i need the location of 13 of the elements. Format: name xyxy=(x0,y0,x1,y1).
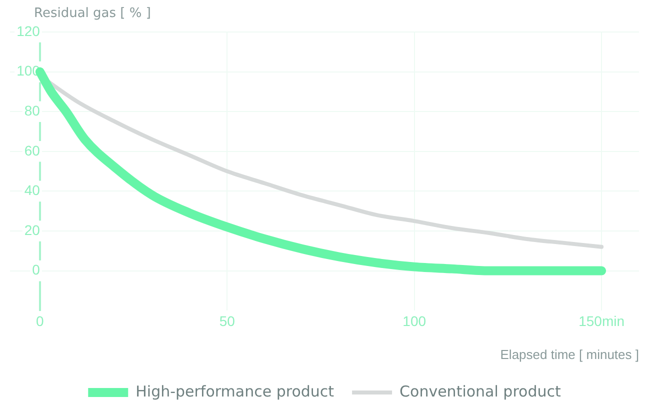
y-tick-label: 120 xyxy=(16,22,40,39)
x-tick-label: 100 xyxy=(402,312,426,329)
y-tick-label: 20 xyxy=(24,222,40,238)
x-tick-label: 50 xyxy=(219,312,236,329)
y-tick-label: 0 xyxy=(32,262,40,278)
x-axis-title: Elapsed time [ minutes ] xyxy=(500,346,639,362)
y-tick-label: 80 xyxy=(24,102,40,118)
y-tick-label: 60 xyxy=(24,142,40,158)
legend-label: High-performance product xyxy=(136,382,334,400)
y-axis-title: Residual gas [ % ] xyxy=(34,6,151,21)
legend-label: Conventional product xyxy=(400,382,561,400)
x-tick-label: 150min xyxy=(578,312,625,329)
y-tick-label: 40 xyxy=(24,182,40,198)
